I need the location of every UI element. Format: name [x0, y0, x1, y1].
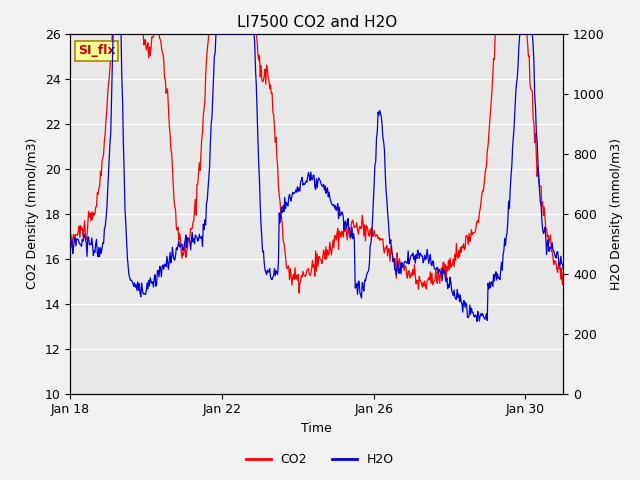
Title: LI7500 CO2 and H2O: LI7500 CO2 and H2O [237, 15, 397, 30]
Text: SI_flx: SI_flx [78, 44, 115, 58]
Legend: CO2, H2O: CO2, H2O [241, 448, 399, 471]
Y-axis label: CO2 Density (mmol/m3): CO2 Density (mmol/m3) [26, 138, 39, 289]
X-axis label: Time: Time [301, 422, 332, 435]
Y-axis label: H2O Density (mmol/m3): H2O Density (mmol/m3) [611, 138, 623, 289]
